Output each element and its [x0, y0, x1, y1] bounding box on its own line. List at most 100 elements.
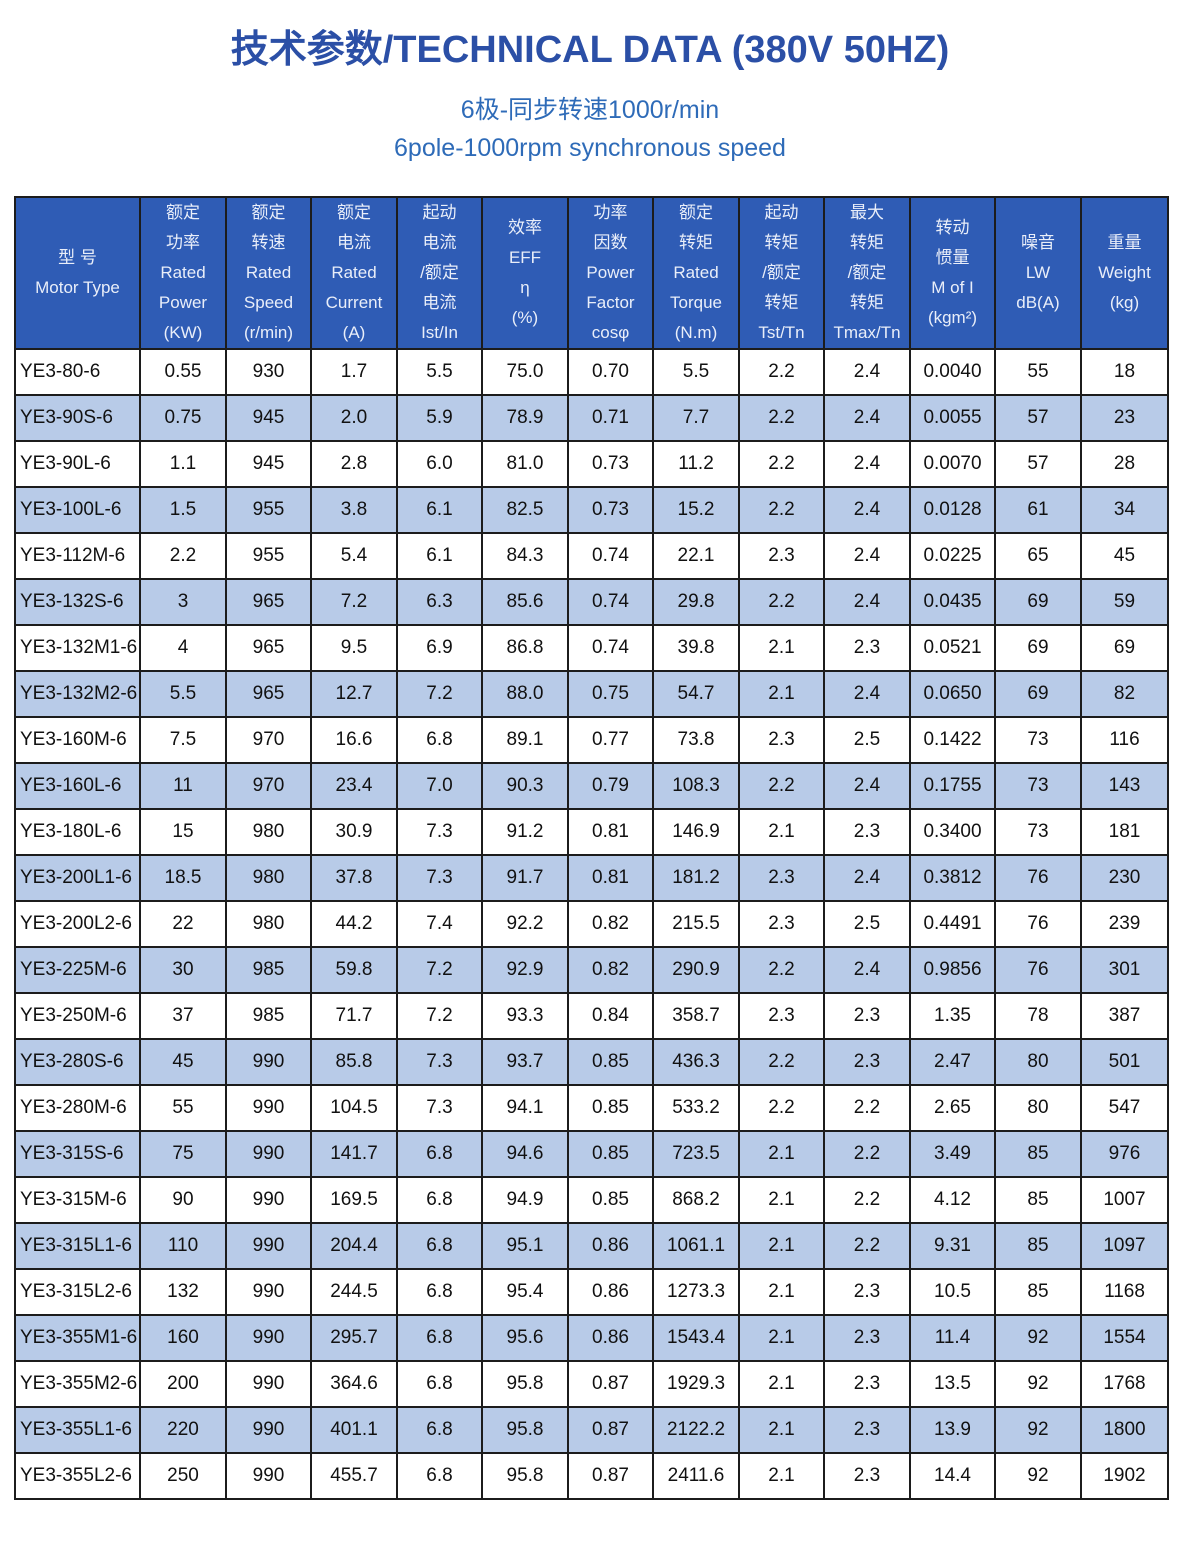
- cell-max-torque-ratio: 2.3: [823, 624, 911, 672]
- cell-starting-torque-ratio: 2.1: [738, 1452, 825, 1500]
- header-line: (kgm²): [927, 308, 978, 327]
- cell-power-factor: 0.75: [567, 670, 654, 718]
- cell-starting-torque-ratio: 2.1: [738, 1314, 825, 1362]
- cell-rated-torque: 723.5: [652, 1130, 740, 1178]
- cell-rated-current: 5.4: [310, 532, 398, 580]
- cell-starting-torque-ratio: 2.2: [738, 440, 825, 488]
- cell-max-torque-ratio: 2.4: [823, 394, 911, 442]
- cell-power-factor: 0.86: [567, 1222, 654, 1270]
- table-row: YE3-315L2-6 132 990 244.5 6.8 95.4 0.86 1273.3 2…: [14, 1268, 1169, 1316]
- cell-weight: 34: [1080, 486, 1169, 534]
- cell-rated-power: 0.55: [139, 348, 227, 396]
- cell-rated-current: 1.7: [310, 348, 398, 396]
- cell-max-torque-ratio: 2.4: [823, 578, 911, 626]
- cell-max-torque-ratio: 2.4: [823, 348, 911, 396]
- header-line: Power: [158, 293, 208, 312]
- cell-rated-current: 44.2: [310, 900, 398, 948]
- header-line: dB(A): [1016, 293, 1060, 312]
- cell-starting-torque-ratio: 2.2: [738, 348, 825, 396]
- cell-rated-current: 2.8: [310, 440, 398, 488]
- cell-starting-current-ratio: 6.8: [396, 1360, 483, 1408]
- header-line: M of I: [931, 278, 974, 297]
- table-row: YE3-80-6 0.55 930 1.7 5.5 75.0 0.70 5.5 2.2 2.4 0.…: [14, 348, 1169, 396]
- cell-rated-speed: 965: [225, 578, 312, 626]
- cell-weight: 18: [1080, 348, 1169, 396]
- cell-power-factor: 0.84: [567, 992, 654, 1040]
- cell-efficiency: 91.7: [481, 854, 569, 902]
- header-line: /额定: [420, 263, 459, 282]
- cell-noise: 61: [994, 486, 1082, 534]
- table-row: YE3-132M2-6 5.5 965 12.7 7.2 88.0 0.75 54.7 2.1 2…: [14, 670, 1169, 718]
- cell-starting-current-ratio: 6.8: [396, 1130, 483, 1178]
- cell-motor-type: YE3-315S-6: [14, 1130, 141, 1178]
- header-line: (KW): [163, 323, 203, 342]
- cell-starting-current-ratio: 6.8: [396, 1406, 483, 1454]
- cell-weight: 59: [1080, 578, 1169, 626]
- cell-max-torque-ratio: 2.4: [823, 532, 911, 580]
- cell-rated-power: 90: [139, 1176, 227, 1224]
- header-line: /额定: [762, 263, 801, 282]
- cell-max-torque-ratio: 2.4: [823, 762, 911, 810]
- table-row: YE3-355M2-6 200 990 364.6 6.8 95.8 0.87 1929.3 2…: [14, 1360, 1169, 1408]
- table-row: YE3-355L2-6 250 990 455.7 6.8 95.8 0.87 2411.6 2…: [14, 1452, 1169, 1500]
- header-line: 功率: [166, 233, 200, 252]
- cell-noise: 92: [994, 1314, 1082, 1362]
- header-line: /额定: [847, 263, 887, 282]
- cell-starting-current-ratio: 6.8: [396, 716, 483, 764]
- cell-rated-current: 3.8: [310, 486, 398, 534]
- table-row: YE3-132S-6 3 965 7.2 6.3 85.6 0.74 29.8 2.2 2.4 0.…: [14, 578, 1169, 626]
- cell-efficiency: 92.2: [481, 900, 569, 948]
- cell-rated-torque: 7.7: [652, 394, 740, 442]
- cell-starting-current-ratio: 6.8: [396, 1176, 483, 1224]
- table-row: YE3-90S-6 0.75 945 2.0 5.9 78.9 0.71 7.7 2.2 2.4 0…: [14, 394, 1169, 442]
- header-line: (%): [511, 308, 539, 327]
- header-line: 转动: [935, 218, 970, 237]
- table-row: YE3-132M1-6 4 965 9.5 6.9 86.8 0.74 39.8 2.1 2.3 0…: [14, 624, 1169, 672]
- cell-starting-torque-ratio: 2.1: [738, 1406, 825, 1454]
- cell-efficiency: 78.9: [481, 394, 569, 442]
- cell-power-factor: 0.86: [567, 1268, 654, 1316]
- cell-starting-current-ratio: 7.2: [396, 670, 483, 718]
- cell-rated-torque: 29.8: [652, 578, 740, 626]
- cell-rated-current: 169.5: [310, 1176, 398, 1224]
- cell-rated-speed: 980: [225, 808, 312, 856]
- cell-rated-power: 15: [139, 808, 227, 856]
- header-line: 转矩: [850, 293, 884, 312]
- cell-rated-power: 160: [139, 1314, 227, 1362]
- cell-rated-current: 12.7: [310, 670, 398, 718]
- cell-max-torque-ratio: 2.5: [823, 716, 911, 764]
- cell-weight: 45: [1080, 532, 1169, 580]
- cell-noise: 85: [994, 1130, 1082, 1178]
- cell-rated-torque: 2122.2: [652, 1406, 740, 1454]
- cell-efficiency: 75.0: [481, 348, 569, 396]
- cell-weight: 1902: [1080, 1452, 1169, 1500]
- header-line: 额定: [679, 203, 713, 222]
- cell-rated-torque: 108.3: [652, 762, 740, 810]
- cell-efficiency: 89.1: [481, 716, 569, 764]
- cell-rated-speed: 930: [225, 348, 312, 396]
- cell-max-torque-ratio: 2.3: [823, 1406, 911, 1454]
- header-line: 转速: [251, 233, 286, 252]
- header-line: 电流: [422, 233, 457, 252]
- cell-rated-torque: 533.2: [652, 1084, 740, 1132]
- cell-rated-torque: 436.3: [652, 1038, 740, 1086]
- table-header: 型 号 Motor Type 额定 功率 Rated Power (KW) 额定 转速 Rated…: [14, 196, 1169, 350]
- cell-moment-of-inertia: 9.31: [909, 1222, 996, 1270]
- header-row: 型 号 Motor Type 额定 功率 Rated Power (KW) 额定 转速 Rated…: [14, 196, 1169, 350]
- header-line: Weight: [1098, 263, 1151, 282]
- cell-rated-torque: 22.1: [652, 532, 740, 580]
- header-line: 最大: [850, 203, 884, 222]
- table-row: YE3-112M-6 2.2 955 5.4 6.1 84.3 0.74 22.1 2.3 2.4…: [14, 532, 1169, 580]
- cell-moment-of-inertia: 0.0435: [909, 578, 996, 626]
- cell-starting-torque-ratio: 2.1: [738, 670, 825, 718]
- cell-rated-speed: 990: [225, 1038, 312, 1086]
- header-line: 因数: [593, 233, 628, 252]
- cell-rated-power: 75: [139, 1130, 227, 1178]
- cell-rated-current: 59.8: [310, 946, 398, 994]
- cell-starting-current-ratio: 6.9: [396, 624, 483, 672]
- cell-moment-of-inertia: 11.4: [909, 1314, 996, 1362]
- cell-rated-speed: 965: [225, 624, 312, 672]
- cell-starting-current-ratio: 7.0: [396, 762, 483, 810]
- cell-noise: 69: [994, 578, 1082, 626]
- cell-rated-power: 110: [139, 1222, 227, 1270]
